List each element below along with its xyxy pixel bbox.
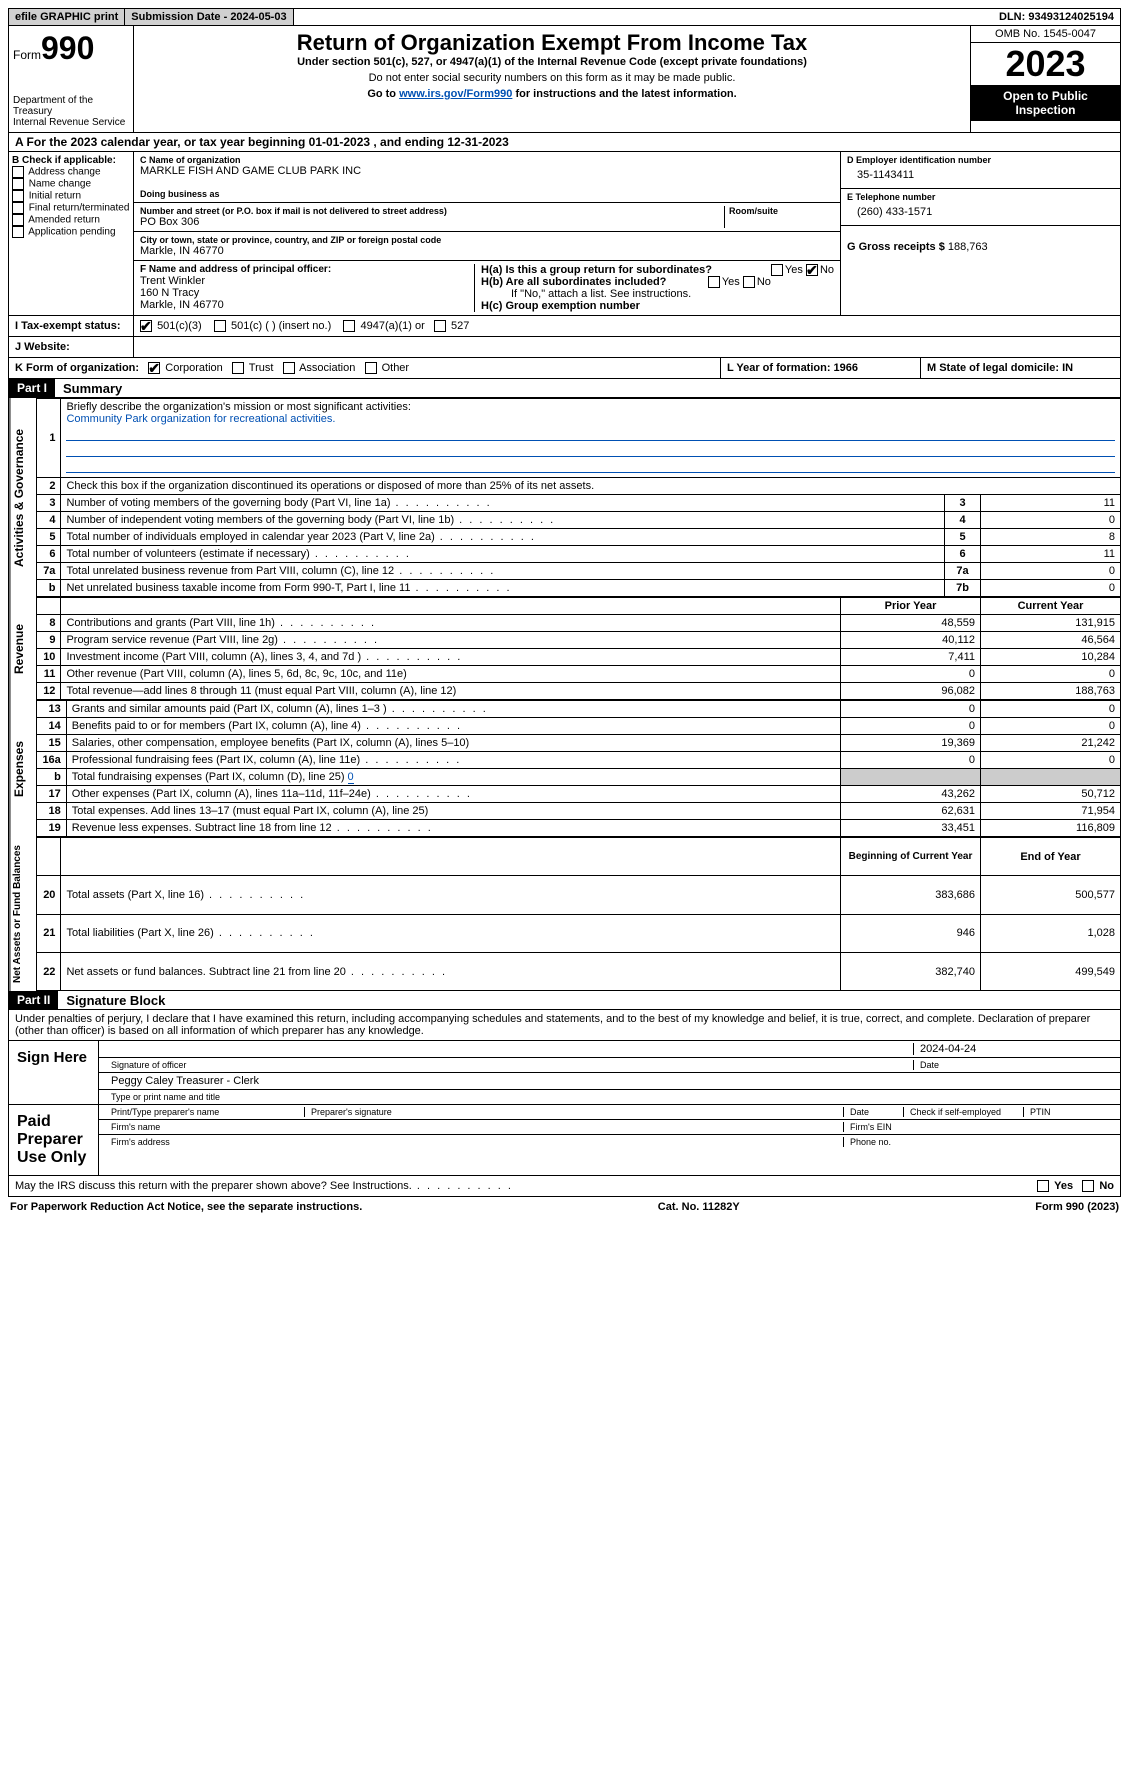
discuss-label: May the IRS discuss this return with the… [15, 1180, 1037, 1192]
expenses-table: 13Grants and similar amounts paid (Part … [36, 700, 1121, 837]
e-label: E Telephone number [847, 192, 1114, 202]
ein-value: 35-1143411 [847, 165, 1114, 185]
pra-notice: For Paperwork Reduction Act Notice, see … [10, 1201, 362, 1213]
footer: For Paperwork Reduction Act Notice, see … [8, 1197, 1121, 1217]
f-label: F Name and address of principal officer: [140, 264, 474, 275]
form-number: 990 [41, 30, 94, 66]
hb-label: H(b) Are all subordinates included? [481, 276, 666, 288]
chk-501c-other[interactable] [214, 320, 226, 332]
chk-discuss-no[interactable] [1082, 1180, 1094, 1192]
form-header: Form990 Department of the Treasury Inter… [8, 26, 1121, 133]
revenue-table: Prior YearCurrent Year 8Contributions an… [36, 597, 1121, 700]
vtab-netassets: Net Assets or Fund Balances [9, 837, 36, 991]
gross-receipts: 188,763 [948, 241, 988, 253]
part1-header: Part I [9, 379, 55, 397]
l-label: L Year of formation: 1966 [727, 362, 858, 374]
goto-prefix: Go to [367, 88, 399, 100]
vtab-revenue: Revenue [9, 597, 36, 700]
open-inspection: Open to Public Inspection [971, 85, 1120, 121]
section-bcdefgh: B Check if applicable: Address change Na… [8, 152, 1121, 316]
city-value: Markle, IN 46770 [140, 245, 834, 257]
vtab-governance: Activities & Governance [9, 398, 36, 597]
chk-501c3[interactable] [140, 320, 152, 332]
i-label: I Tax-exempt status: [15, 320, 121, 332]
chk-final-return[interactable] [12, 202, 24, 214]
goto-suffix: for instructions and the latest informat… [512, 88, 736, 100]
mission-a: Community Park organization for recreati… [66, 413, 335, 425]
chk-ha-yes[interactable] [771, 264, 783, 276]
city-label: City or town, state or province, country… [140, 235, 834, 245]
dba-label: Doing business as [140, 189, 834, 199]
dln-label: DLN: 93493124025194 [993, 9, 1120, 25]
dept-label: Department of the Treasury Internal Reve… [13, 95, 129, 128]
chk-4947[interactable] [343, 320, 355, 332]
room-label: Room/suite [729, 206, 834, 216]
vtab-expenses: Expenses [9, 700, 36, 837]
g-label: G Gross receipts $ [847, 241, 945, 253]
chk-hb-no[interactable] [743, 276, 755, 288]
tax-year: 2023 [971, 43, 1120, 85]
declaration-text: Under penalties of perjury, I declare th… [8, 1010, 1121, 1041]
type-name-label: Type or print name and title [105, 1092, 1114, 1102]
chk-hb-yes[interactable] [708, 276, 720, 288]
part1-title: Summary [55, 381, 122, 396]
row-a: A For the 2023 calendar year, or tax yea… [8, 133, 1121, 152]
submission-button[interactable]: Submission Date - 2024-05-03 [125, 9, 293, 25]
hc-label: H(c) Group exemption number [481, 300, 640, 312]
form-title: Return of Organization Exempt From Incom… [138, 30, 966, 56]
chk-other[interactable] [365, 362, 377, 374]
top-bar: efile GRAPHIC print Submission Date - 20… [8, 8, 1121, 26]
sig-date-label: Date [914, 1060, 1114, 1070]
mission-q: Briefly describe the organization's miss… [66, 401, 410, 413]
addr-value: PO Box 306 [140, 216, 724, 228]
j-label: J Website: [15, 341, 70, 353]
officer-addr2: Markle, IN 46770 [140, 299, 474, 311]
sig-date: 2024-04-24 [914, 1043, 1114, 1055]
netassets-table: Beginning of Current YearEnd of Year 20T… [36, 837, 1121, 991]
ha-label: H(a) Is this a group return for subordin… [481, 264, 712, 276]
part2-header: Part II [9, 991, 58, 1009]
chk-initial-return[interactable] [12, 190, 24, 202]
chk-corp[interactable] [148, 362, 160, 374]
paid-preparer-label: Paid Preparer Use Only [9, 1105, 99, 1175]
hb2-label: If "No," attach a list. See instructions… [481, 288, 834, 300]
irs-link[interactable]: www.irs.gov/Form990 [399, 88, 512, 100]
chk-527[interactable] [434, 320, 446, 332]
cat-no: Cat. No. 11282Y [658, 1201, 740, 1213]
subtitle-2: Do not enter social security numbers on … [138, 72, 966, 84]
form-label: Form [13, 48, 41, 62]
efile-button[interactable]: efile GRAPHIC print [9, 9, 125, 25]
chk-pending[interactable] [12, 226, 24, 238]
officer-name-title: Peggy Caley Treasurer - Clerk [105, 1075, 1114, 1087]
addr-label: Number and street (or P.O. box if mail i… [140, 206, 724, 216]
chk-trust[interactable] [232, 362, 244, 374]
chk-address-change[interactable] [12, 166, 24, 178]
chk-name-change[interactable] [12, 178, 24, 190]
chk-assoc[interactable] [283, 362, 295, 374]
sign-here-label: Sign Here [9, 1041, 99, 1104]
omb-number: OMB No. 1545-0047 [971, 26, 1120, 43]
chk-amended[interactable] [12, 214, 24, 226]
sig-officer-label: Signature of officer [105, 1060, 914, 1070]
k-label: K Form of organization: [15, 362, 139, 374]
officer-name: Trent Winkler [140, 275, 474, 287]
b-title: B Check if applicable: [12, 155, 130, 166]
chk-ha-no[interactable] [806, 264, 818, 276]
part2-title: Signature Block [58, 993, 165, 1008]
officer-addr1: 160 N Tracy [140, 287, 474, 299]
m-label: M State of legal domicile: IN [927, 362, 1073, 374]
subtitle-1: Under section 501(c), 527, or 4947(a)(1)… [138, 56, 966, 68]
governance-table: 1 Briefly describe the organization's mi… [36, 398, 1121, 597]
phone-value: (260) 433-1571 [847, 202, 1114, 222]
chk-discuss-yes[interactable] [1037, 1180, 1049, 1192]
c-name-label: C Name of organization [140, 155, 834, 165]
d-label: D Employer identification number [847, 155, 1114, 165]
form-ref: Form 990 (2023) [1035, 1201, 1119, 1213]
signature-block: Sign Here 2024-04-24 Signature of office… [8, 1041, 1121, 1176]
org-name: MARKLE FISH AND GAME CLUB PARK INC [140, 165, 834, 177]
